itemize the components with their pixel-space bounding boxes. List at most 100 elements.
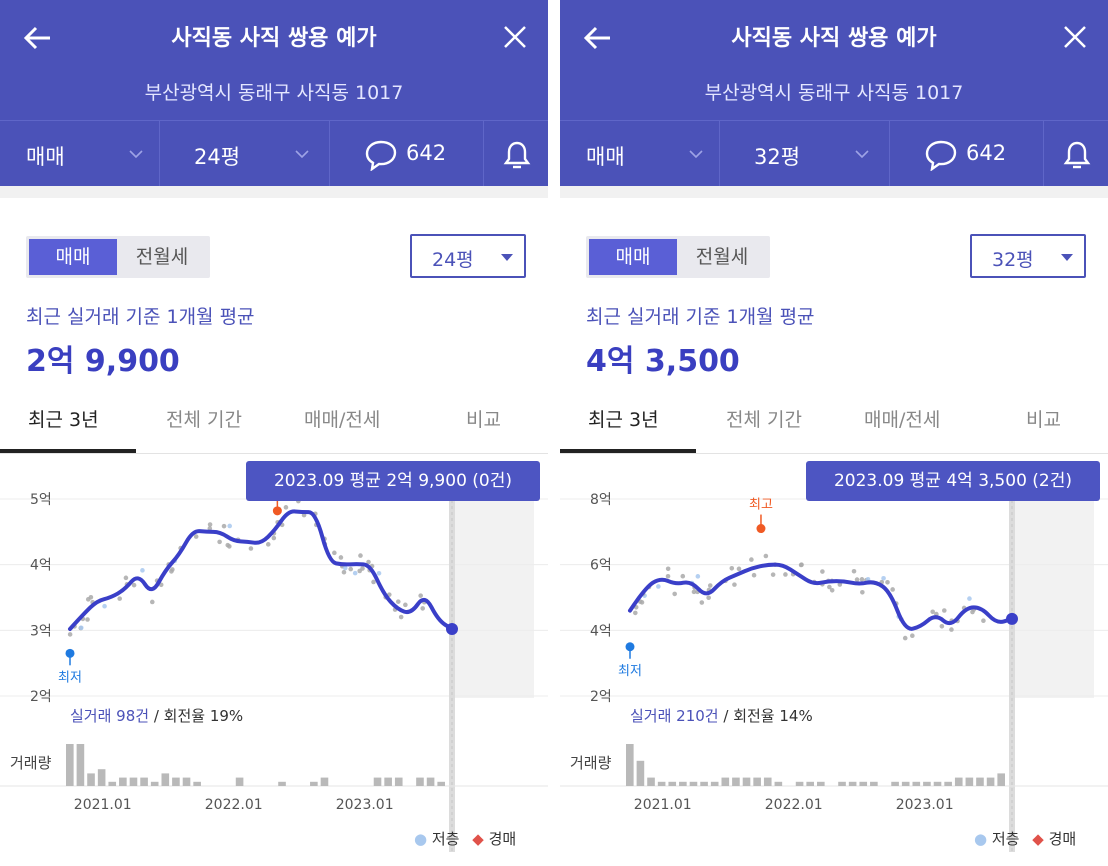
notification-button[interactable]	[484, 121, 548, 187]
deal-stats: 실거래 210건 / 회전율 14%	[630, 705, 813, 726]
volume-label: 거래량	[570, 754, 612, 772]
legend: ● 저층 ◆ 경매	[414, 828, 516, 849]
volume-bar	[838, 781, 846, 786]
deal-dot	[283, 505, 289, 510]
deal-dot	[860, 589, 865, 595]
panel-32: 사직동 사직 쌍용 예가 부산광역시 동래구 사직동 1017 매매 32평 6…	[560, 0, 1108, 866]
arrow-left-icon[interactable]	[582, 22, 614, 54]
size-dropdown-value: 32평	[992, 249, 1034, 271]
volume-bar	[108, 781, 117, 786]
size-select[interactable]: 24평	[160, 121, 330, 187]
deal-dot	[732, 582, 737, 587]
volume-bar	[933, 781, 942, 786]
deal-dot	[366, 559, 371, 565]
tab-sale-jeonse[interactable]: 매매/전세	[304, 409, 381, 431]
average-price: 2억 9,900	[26, 344, 180, 379]
size-dropdown[interactable]: 32평	[970, 234, 1086, 278]
toggle-sale[interactable]: 매매	[589, 239, 677, 275]
size-dropdown[interactable]: 24평	[410, 234, 526, 278]
deal-dot	[85, 617, 90, 622]
volume-bar	[426, 777, 435, 786]
deal-dot	[706, 595, 711, 601]
tab-sale-jeonse[interactable]: 매매/전세	[864, 409, 941, 431]
filter-row: 매매 32평 642	[560, 120, 1108, 187]
toggle-rent[interactable]: 전월세	[135, 246, 189, 268]
toggle-rent[interactable]: 전월세	[695, 246, 749, 268]
volume-bar	[373, 777, 382, 786]
volume-bar	[817, 781, 825, 786]
tab-compare[interactable]: 비교	[466, 409, 501, 431]
trade-type-select[interactable]: 매매	[560, 121, 720, 187]
low-label: 최저	[618, 664, 642, 679]
tab-recent-3y[interactable]: 최근 3년	[588, 409, 659, 431]
close-icon[interactable]	[1058, 20, 1092, 54]
legend: ● 저층 ◆ 경매	[974, 828, 1076, 849]
deal-dot	[227, 523, 232, 529]
volume-bar	[763, 777, 772, 786]
deal-dot	[418, 593, 423, 598]
section-separator	[0, 186, 548, 198]
volume-bar	[150, 781, 159, 786]
price-subtitle: 최근 실거래 기준 1개월 평균	[586, 306, 815, 328]
deal-dot	[829, 587, 835, 593]
tab-all-period[interactable]: 전체 기간	[166, 409, 242, 431]
volume-bar	[700, 781, 708, 786]
deal-dot	[827, 584, 832, 590]
deal-dot	[699, 600, 705, 605]
y-tick-label: 2억	[590, 689, 612, 705]
volume-bar	[193, 781, 201, 786]
deal-dot	[217, 539, 222, 545]
low-label: 최저	[58, 670, 82, 685]
volume-bar	[891, 781, 899, 786]
close-icon[interactable]	[498, 20, 532, 54]
chevron-down-icon	[689, 150, 703, 159]
volume-bar	[235, 777, 244, 786]
comments-button[interactable]: 642	[330, 121, 484, 187]
volume-bar	[437, 781, 445, 786]
tab-all-period[interactable]: 전체 기간	[726, 409, 802, 431]
deal-dot	[854, 577, 860, 582]
size-select[interactable]: 32평	[720, 121, 890, 187]
tab-recent-3y[interactable]: 최근 3년	[28, 409, 99, 431]
legend-lowfloor-marker: ●	[974, 830, 988, 848]
trade-type-select[interactable]: 매매	[0, 121, 160, 187]
chevron-down-icon	[129, 150, 143, 159]
trade-type-label: 매매	[586, 145, 625, 169]
deal-type-toggle: 매매 전월세	[586, 236, 770, 278]
volume-bar	[647, 777, 655, 786]
arrow-left-icon[interactable]	[22, 22, 54, 54]
volume-bar	[140, 777, 148, 786]
deal-dot	[67, 632, 73, 637]
size-dropdown-value: 24평	[432, 249, 474, 271]
price-line	[68, 509, 454, 632]
panel-24: 사직동 사직 쌍용 예가 부산광역시 동래구 사직동 1017 매매 24평 6…	[0, 0, 548, 866]
x-tick-label: 2022.01	[205, 797, 263, 813]
deal-dot	[348, 566, 354, 572]
period-tabs: 최근 3년 전체 기간 매매/전세 비교	[560, 400, 1108, 454]
deal-dot	[398, 614, 404, 620]
deal-dot	[376, 570, 382, 576]
deal-dot	[140, 568, 145, 573]
volume-bar	[384, 777, 392, 786]
volume-bar	[795, 781, 804, 786]
deal-dot	[149, 599, 155, 605]
x-tick-label: 2021.01	[74, 797, 132, 813]
notification-button[interactable]	[1044, 121, 1108, 187]
tab-compare[interactable]: 비교	[1026, 409, 1061, 431]
volume-bar	[668, 781, 677, 786]
volume-bar	[689, 781, 698, 786]
comments-button[interactable]: 642	[890, 121, 1044, 187]
deal-dot	[225, 542, 231, 548]
deal-dot	[763, 553, 769, 559]
deal-dot	[341, 569, 347, 575]
volume-bar	[172, 777, 180, 786]
volume-bar	[901, 781, 910, 786]
comment-count: 642	[966, 141, 1007, 165]
volume-bar	[636, 760, 645, 786]
volume-bar	[129, 777, 138, 786]
deal-dot	[859, 577, 865, 582]
toggle-sale[interactable]: 매매	[29, 239, 117, 275]
y-tick-label: 8억	[590, 492, 612, 508]
